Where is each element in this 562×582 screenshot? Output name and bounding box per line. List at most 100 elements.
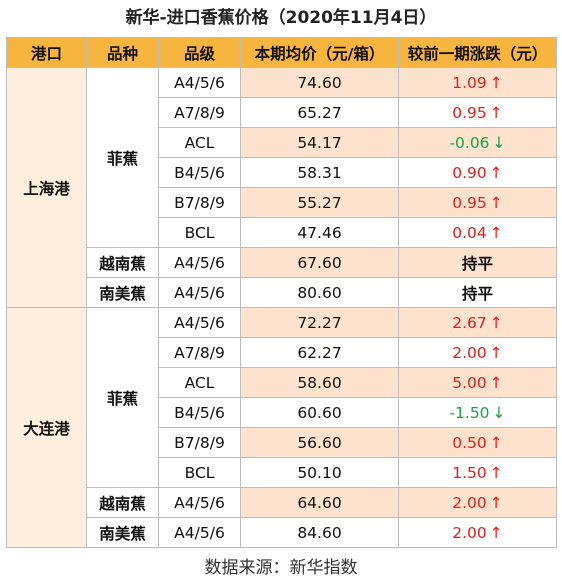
table-row: A7/8/9 65.27 0.95 ↑ [7,97,557,128]
arrow-up-icon: ↑ [489,73,503,92]
change-cell: 持平 [398,247,557,278]
table-row: A7/8/9 62.27 2.00 ↑ [7,337,557,368]
grade-cell: A4/5/6 [158,487,241,518]
price-cell: 62.27 [240,337,399,368]
grade-cell: A4/5/6 [158,307,241,338]
table-row: 越南蕉 A4/5/6 64.60 2.00 ↑ [7,487,557,518]
arrow-up-icon: ↑ [489,223,503,242]
change-value: 2.00 [452,493,487,512]
change-cell: 2.00 ↑ [398,487,557,518]
grade-cell: B7/8/9 [158,427,241,458]
change-value: 1.09 [452,73,487,92]
table-row: BCL 47.46 0.04 ↑ [7,217,557,248]
arrow-up-icon: ↑ [489,313,503,332]
change-value: 0.50 [452,433,487,452]
change-cell: 1.50 ↑ [398,457,557,488]
grade-cell: B7/8/9 [158,187,241,218]
page-title: 新华-进口香蕉价格（2020年11月4日） [125,8,437,28]
change-value: 2.00 [452,523,487,542]
change-cell: 2.00 ↑ [398,337,557,368]
table-row: 南美蕉 A4/5/6 84.60 2.00 ↑ [7,517,557,548]
header-change: 较前一期涨跌（元） [398,37,557,68]
price-cell: 80.60 [240,277,399,308]
price-cell: 84.60 [240,517,399,548]
change-value: -1.50 [449,403,490,422]
header-variety: 品种 [86,37,159,68]
arrow-up-icon: ↑ [489,493,503,512]
price-cell: 67.60 [240,247,399,278]
price-table: 港口 品种 品级 本期均价（元/箱） 较前一期涨跌（元） 上海港 菲蕉 A4/5/6… [6,37,557,548]
variety-cell: 越南蕉 [86,247,159,278]
price-cell: 47.46 [240,217,399,248]
arrow-up-icon: ↑ [489,193,503,212]
change-value: 持平 [461,284,493,303]
arrow-down-icon: ↓ [492,403,506,422]
grade-cell: BCL [158,457,241,488]
grade-cell: A7/8/9 [158,97,241,128]
variety-cell: 菲蕉 [86,67,159,248]
header-port: 港口 [6,37,87,68]
price-cell: 58.60 [240,367,399,398]
change-cell: 0.95 ↑ [398,97,557,128]
table-header-row: 港口 品种 品级 本期均价（元/箱） 较前一期涨跌（元） [6,37,557,68]
table-body: 上海港 菲蕉 A4/5/6 74.60 1.09 ↑ A7/8/9 65.27 0.95 ↑ ACL… [6,67,557,548]
price-cell: 74.60 [240,67,399,98]
change-cell: -1.50 ↓ [398,397,557,428]
change-value: 1.50 [452,463,487,482]
change-value: 2.00 [452,343,487,362]
variety-cell: 菲蕉 [86,307,159,488]
header-grade: 品级 [158,37,241,68]
change-cell: 0.04 ↑ [398,217,557,248]
price-cell: 64.60 [240,487,399,518]
variety-cell: 南美蕉 [86,277,159,308]
price-cell: 56.60 [240,427,399,458]
variety-cell: 南美蕉 [86,517,159,548]
price-cell: 58.31 [240,157,399,188]
grade-cell: B4/5/6 [158,157,241,188]
grade-cell: A7/8/9 [158,337,241,368]
change-value: 0.95 [452,193,487,212]
data-source: 数据来源：新华指数 [204,558,358,578]
variety-cell: 越南蕉 [86,487,159,518]
header-price: 本期均价（元/箱） [240,37,399,68]
table-row: 大连港 菲蕉 A4/5/6 72.27 2.67 ↑ [6,307,557,548]
change-cell: 0.50 ↑ [398,427,557,458]
price-cell: 55.27 [240,187,399,218]
change-cell: 2.67 ↑ [398,307,557,338]
grade-cell: A4/5/6 [158,277,241,308]
change-cell: 5.00 ↑ [398,367,557,398]
change-value: 0.90 [452,163,487,182]
change-value: 0.04 [452,223,487,242]
table-row: 越南蕉 A4/5/6 67.60 持平 [7,247,557,278]
price-cell: 72.27 [240,307,399,338]
change-value: 0.95 [452,103,487,122]
table-row: B7/8/9 55.27 0.95 ↑ [7,187,557,218]
change-value: 持平 [461,254,493,273]
arrow-up-icon: ↑ [489,103,503,122]
grade-cell: B4/5/6 [158,397,241,428]
table-row: 南美蕉 A4/5/6 80.60 持平 [7,277,557,308]
grade-cell: A4/5/6 [158,517,241,548]
port-cell: 大连港 [6,307,87,548]
grade-cell: A4/5/6 [158,247,241,278]
price-cell: 54.17 [240,127,399,158]
arrow-up-icon: ↑ [489,463,503,482]
arrow-up-icon: ↑ [489,163,503,182]
grade-cell: ACL [158,127,241,158]
change-value: 5.00 [452,373,487,392]
change-cell: 0.95 ↑ [398,187,557,218]
change-cell: 0.90 ↑ [398,157,557,188]
price-cell: 50.10 [240,457,399,488]
change-cell: 持平 [398,277,557,308]
price-cell: 60.60 [240,397,399,428]
change-value: 2.67 [452,313,487,332]
change-cell: 2.00 ↑ [398,517,557,548]
arrow-down-icon: ↓ [492,133,506,152]
port-cell: 上海港 [6,67,87,308]
grade-cell: BCL [158,217,241,248]
change-value: -0.06 [449,133,490,152]
change-cell: 1.09 ↑ [398,67,557,98]
price-cell: 65.27 [240,97,399,128]
arrow-up-icon: ↑ [489,523,503,542]
